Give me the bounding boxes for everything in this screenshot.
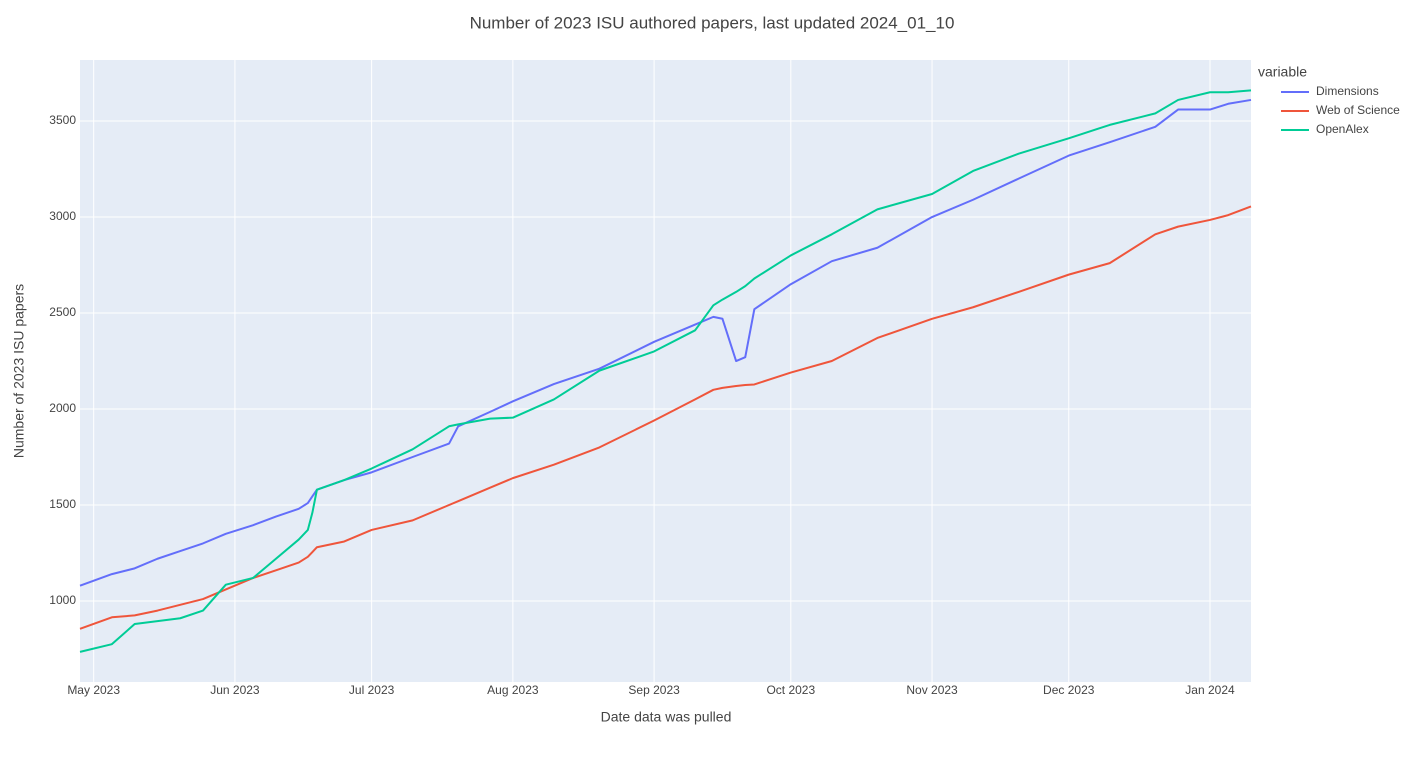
chart-title: Number of 2023 ISU authored papers, last…: [470, 13, 955, 32]
legend-label: Web of Science: [1316, 103, 1400, 117]
y-tick-label: 3500: [49, 113, 76, 127]
x-tick-label: Jul 2023: [349, 683, 395, 697]
x-tick-label: Jan 2024: [1185, 683, 1235, 697]
y-tick-label: 1500: [49, 497, 76, 511]
y-tick-label: 1000: [49, 593, 76, 607]
x-tick-label: Dec 2023: [1043, 683, 1095, 697]
x-tick-label: Aug 2023: [487, 683, 539, 697]
lines: [79, 89, 1252, 653]
legend: Dimensions Web of Science OpenAlex: [1281, 84, 1400, 136]
x-tick-label: May 2023: [67, 683, 120, 697]
legend-label: OpenAlex: [1316, 122, 1369, 136]
y-tick-label: 2000: [49, 401, 76, 415]
grid: [80, 60, 1251, 682]
x-tick-label: Nov 2023: [906, 683, 958, 697]
y-tick-label: 3000: [49, 209, 76, 223]
series-line: [79, 98, 1252, 587]
x-tick-label: Jun 2023: [210, 683, 260, 697]
y-axis-title: Number of 2023 ISU papers: [11, 284, 27, 458]
x-axis-title: Date data was pulled: [601, 709, 732, 725]
labels: 1000 1500 2000 2500 3000 3500 May 2023 Jun 2023…: [49, 113, 1235, 697]
y-tick-label: 2500: [49, 305, 76, 319]
x-tick-label: Sep 2023: [628, 683, 680, 697]
legend-label: Dimensions: [1316, 84, 1379, 98]
series-line: [79, 89, 1252, 653]
x-tick-label: Oct 2023: [766, 683, 815, 697]
plot-background: [80, 60, 1251, 682]
legend-title: variable: [1258, 64, 1307, 80]
